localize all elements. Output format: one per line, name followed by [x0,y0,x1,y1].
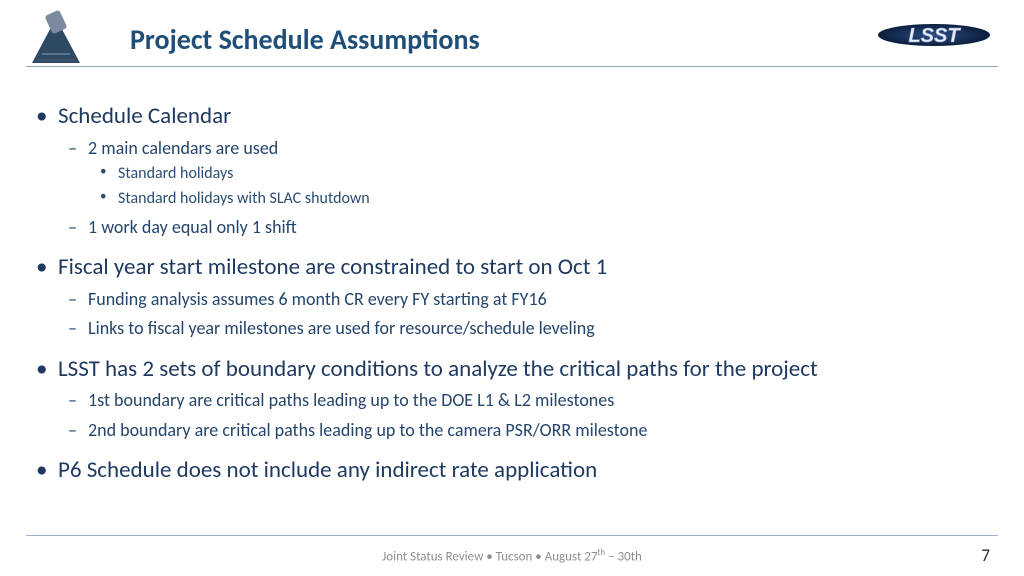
slide-footer: Joint Status Review • Tucson • August 27… [0,547,1024,564]
slide-title: Project Schedule Assumptions [130,22,480,57]
bullet-l2: Links to fiscal year milestones are used… [30,317,994,340]
bullet-l2: Funding analysis assumes 6 month CR ever… [30,288,994,311]
header-rule [26,66,998,67]
bullet-l2: 1st boundary are critical paths leading … [30,389,994,412]
bullet-l2: 1 work day equal only 1 shift [30,216,994,239]
bullet-l3: Standard holidays with SLAC shutdown [30,189,994,210]
bullet-l2: 2 main calendars are used [30,137,994,160]
bullet-l1: P6 Schedule does not include any indirec… [30,456,994,485]
page-number: 7 [981,545,990,566]
bullet-l3: Standard holidays [30,164,994,185]
slide: LSST Project Schedule Assumptions Schedu… [0,0,1024,576]
bullet-list: Schedule Calendar 2 main calendars are us… [30,102,994,485]
slide-body: Schedule Calendar 2 main calendars are us… [30,88,994,524]
bullet-l1: Fiscal year start milestone are constrai… [30,253,994,282]
bullet-l1: Schedule Calendar [30,102,994,131]
footer-rule [26,535,998,536]
bullet-l2: 2nd boundary are critical paths leading … [30,419,994,442]
slide-header: Project Schedule Assumptions [0,22,1024,66]
bullet-l1: LSST has 2 sets of boundary conditions t… [30,355,994,384]
